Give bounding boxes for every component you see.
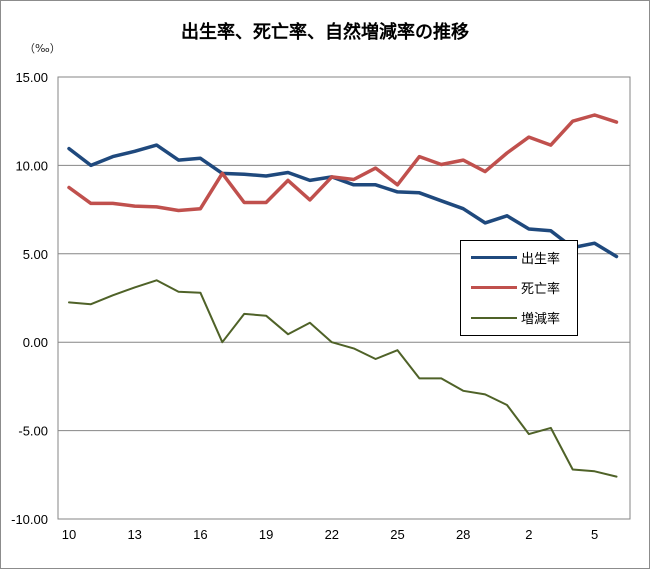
legend-swatch-birth-rate [471, 256, 517, 259]
x-tick-label: 22 [325, 527, 339, 542]
legend-label-birth-rate: 出生率 [521, 252, 561, 267]
x-tick-label: 19 [259, 527, 273, 542]
legend-label-death-rate: 死亡率 [521, 282, 561, 297]
y-tick-label: -5.00 [18, 424, 48, 439]
legend-swatch-death-rate [471, 286, 517, 289]
x-tick-label: 2 [525, 527, 532, 542]
x-tick-label: 25 [390, 527, 404, 542]
y-tick-label: 5.00 [23, 247, 48, 262]
series-line-death-rate [67, 113, 619, 213]
series-line-birth-rate [67, 143, 619, 259]
y-tick-label: 10.00 [15, 158, 48, 173]
series-line-natural-change-rate [68, 279, 618, 478]
y-tick-label: 15.00 [15, 70, 48, 85]
legend-swatch-natural-change-rate [471, 317, 517, 319]
y-tick-label: -10.00 [11, 512, 48, 527]
legend-item-death-rate: 死亡率 [461, 277, 577, 297]
legend-item-birth-rate: 出生率 [461, 247, 577, 267]
y-unit-label: （‰） [24, 42, 61, 55]
x-tick-label: 28 [456, 527, 470, 542]
x-tick-label: 13 [127, 527, 141, 542]
legend-item-natural-change-rate: 増減率 [461, 307, 577, 327]
x-tick-label: 5 [591, 527, 598, 542]
y-tick-label: 0.00 [23, 335, 48, 350]
x-tick-label: 10 [62, 527, 76, 542]
chart-title: 出生率、死亡率、自然増減率の推移 [181, 22, 469, 43]
x-tick-label: 16 [193, 527, 207, 542]
legend: 出生率 死亡率 増減率 [460, 240, 578, 336]
legend-label-natural-change-rate: 増減率 [521, 312, 561, 327]
